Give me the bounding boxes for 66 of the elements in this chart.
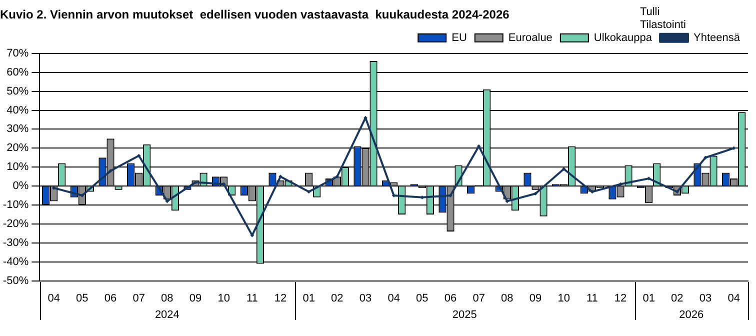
point [392, 194, 396, 198]
point [618, 182, 622, 186]
y-tick-label: 20% [6, 142, 29, 154]
x-tick-label: 03 [699, 292, 712, 304]
point [505, 200, 509, 203]
y-tick-label: 50% [6, 85, 29, 98]
x-tick-label: 04 [388, 292, 400, 304]
point [335, 174, 339, 178]
y-tick-label: -10% [2, 199, 29, 212]
y-tick-label: -50% [2, 274, 29, 287]
y-tick-label: 40% [6, 104, 29, 116]
point [448, 194, 452, 198]
x-tick-label: 05 [416, 292, 428, 304]
x-tick-label: 01 [642, 292, 655, 304]
x-tick-label: 08 [501, 292, 514, 304]
point [278, 174, 282, 178]
x-tick-label: 09 [529, 292, 542, 304]
x-tick-label: 12 [614, 292, 627, 304]
point [165, 200, 169, 203]
point [52, 186, 56, 190]
text: 2024 [154, 308, 180, 321]
point [307, 190, 311, 194]
x-tick-label: 02 [671, 292, 684, 304]
point [590, 190, 594, 194]
x-tick-label: 10 [218, 292, 230, 304]
x-tick-label: 04 [48, 292, 60, 304]
y-tick-label: -40% [2, 256, 29, 268]
y-tick-label: 30% [6, 123, 29, 136]
x-tick-label: 06 [444, 292, 457, 304]
x-tick-label: 08 [161, 292, 174, 304]
point [534, 192, 538, 196]
x-tick-label: 12 [274, 292, 287, 304]
x-tick-label: 04 [728, 292, 740, 304]
y-tick-label: 0% [12, 180, 29, 192]
x-tick-label: 11 [246, 292, 258, 304]
text: 2025 [452, 308, 477, 321]
legend-label: EU [452, 32, 467, 44]
point [80, 194, 84, 198]
y-tick-label: -30% [2, 236, 29, 249]
x-tick-label: 06 [104, 292, 117, 304]
x-tick-label: 05 [76, 292, 88, 304]
y-tick-label: 60% [6, 66, 29, 78]
x-tick-label: 01 [302, 292, 315, 304]
y-tick-label: 70% [6, 47, 29, 60]
point [647, 176, 651, 180]
text: 2026 [679, 308, 704, 321]
point [108, 169, 112, 173]
x-tick-label: 11 [586, 292, 598, 304]
point [222, 182, 226, 186]
y-tick-label: -20% [2, 218, 29, 230]
source-note: Tulli Tilastointi [640, 6, 686, 32]
y-tick-label: 10% [6, 161, 29, 174]
legend-label: Euroalue [508, 32, 552, 44]
x-tick-label: 07 [472, 292, 485, 304]
point [732, 146, 736, 150]
point [562, 167, 566, 171]
legend-label: Ulkokauppa [594, 32, 653, 44]
x-tick-label: 10 [558, 292, 570, 304]
x-tick-label: 07 [132, 292, 145, 304]
chart-title: Kuvio 2. Viennin arvon muutokset edellisen vuoden vastaavasta kuukaudesta 2024-2026 [0, 8, 510, 22]
x-tick-label: 09 [189, 292, 202, 304]
x-tick-label: 03 [359, 292, 372, 304]
legend-label: Yhteensä [694, 32, 741, 44]
x-tick-label: 02 [331, 292, 344, 304]
point [137, 154, 141, 158]
point [704, 156, 708, 160]
